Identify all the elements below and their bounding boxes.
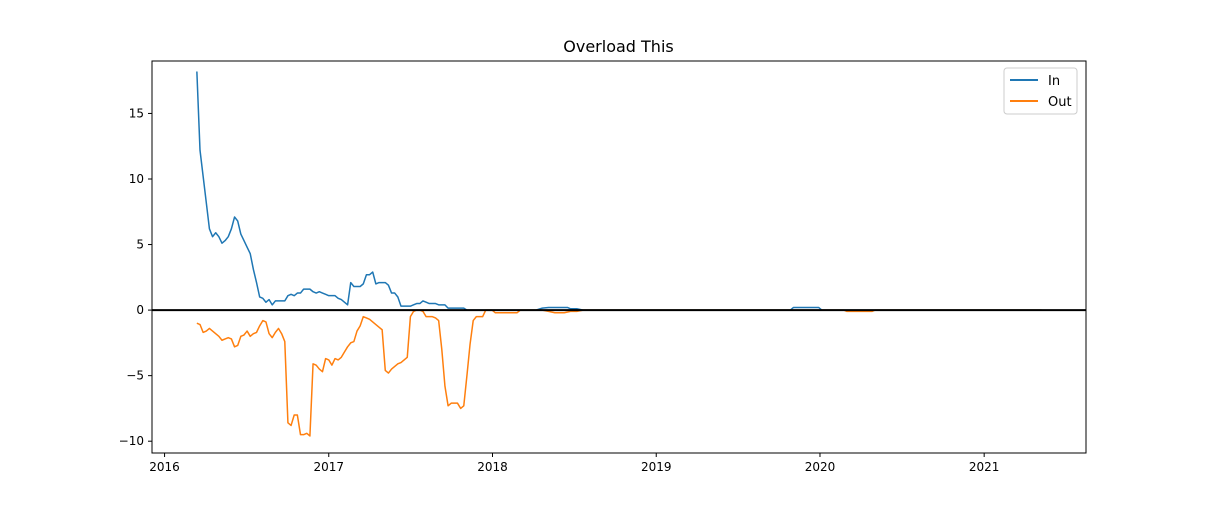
series-lines (196, 71, 1042, 437)
plot-area-frame (151, 60, 1087, 454)
x-axis: 2016 2017 2018 2019 2020 2021 (149, 453, 999, 474)
x-tick-label: 2018 (477, 460, 508, 474)
x-tick-label: 2021 (969, 460, 1000, 474)
chart-title: Overload This (563, 37, 673, 56)
series-line-out (196, 309, 1042, 437)
x-tick-label: 2019 (641, 460, 672, 474)
y-axis: −10 −5 0 5 10 15 (119, 106, 152, 448)
legend: In Out (1003, 67, 1078, 115)
x-tick-label: 2016 (149, 460, 180, 474)
y-tick-label: −10 (119, 434, 144, 448)
y-tick-label: 5 (136, 238, 144, 252)
series-line-in (196, 71, 1042, 311)
y-tick-label: 15 (129, 106, 144, 120)
x-tick-label: 2020 (805, 460, 836, 474)
legend-label-in: In (1048, 74, 1060, 89)
y-tick-label: 0 (136, 303, 144, 317)
x-tick-label: 2017 (313, 460, 344, 474)
legend-label-out: Out (1048, 95, 1072, 110)
y-tick-label: −5 (126, 369, 144, 383)
y-tick-label: 10 (129, 172, 144, 186)
